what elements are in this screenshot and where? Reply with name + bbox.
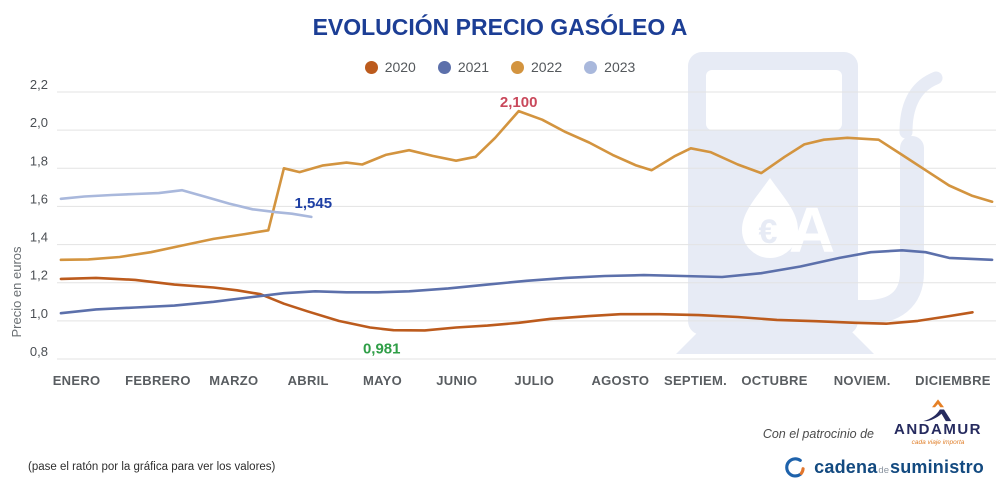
euro-symbol: €	[759, 213, 778, 251]
legend-dot	[511, 60, 524, 74]
pump-screen	[706, 70, 842, 130]
andamur-logo[interactable]: ANDAMUR cada viaje importa	[890, 398, 986, 446]
fuel-pump-watermark-icon: € A	[676, 52, 943, 354]
y-tick-label: 1,0	[30, 306, 48, 321]
gridlines	[57, 91, 996, 360]
y-tick-label: 1,4	[30, 230, 48, 245]
x-axis-labels: ENERO FEBRERO MARZO ABRIL MAYO JUNIO JULIO AGOS…	[53, 373, 991, 388]
x-tick-label: MARZO	[209, 373, 258, 388]
x-tick-label: MAYO	[363, 373, 402, 388]
series-line-2020[interactable]	[59, 276, 974, 332]
legend-label: 2020	[384, 59, 416, 75]
x-tick-label: AGOSTO	[591, 373, 649, 388]
y-tick-label: 1,6	[30, 191, 48, 206]
publisher-word-de: de	[878, 465, 889, 476]
y-axis-labels: 0,8 1,0 1,2 1,4 1,6 1,8 2,0 2,2	[30, 77, 48, 359]
legend-dot	[437, 60, 451, 74]
series-lines	[59, 109, 994, 332]
value-annotation: 2,100	[500, 94, 538, 111]
legend-label: 2023	[604, 59, 636, 75]
series-line-2022[interactable]	[59, 109, 994, 262]
x-tick-label: JULIO	[514, 373, 554, 388]
y-tick-label: 2,0	[30, 115, 48, 130]
pump-nozzle	[899, 71, 943, 139]
y-tick-label: 0,8	[30, 344, 48, 359]
gasoleo-a-letter: A	[789, 194, 835, 266]
x-tick-label: NOVIEM.	[834, 373, 891, 388]
sponsor-block: Con el patrocinio de ANDAMUR cada viaje …	[763, 398, 986, 446]
x-tick-label: OCTUBRE	[741, 373, 807, 388]
legend-item-2020[interactable]: 2020	[364, 59, 416, 75]
page-title: EVOLUCIÓN PRECIO GASÓLEO A	[312, 14, 688, 40]
series-line-2021[interactable]	[59, 249, 994, 315]
x-tick-label: JUNIO	[436, 373, 477, 388]
x-tick-label: ENERO	[53, 373, 101, 388]
y-tick-label: 1,2	[30, 268, 48, 283]
hover-hint-note: (pase el ratón por la gráfica para ver l…	[28, 461, 276, 473]
value-annotations: 2,100 1,545 0,981	[295, 94, 538, 357]
series-line-2023[interactable]	[59, 188, 313, 219]
publisher-word-suministro: suministro	[889, 457, 984, 477]
legend-dot	[364, 60, 378, 74]
legend-label: 2021	[457, 59, 489, 75]
legend-item-2022[interactable]: 2022	[511, 59, 562, 75]
value-annotation: 1,545	[295, 195, 333, 212]
sponsor-prefix-text: Con el patrocinio de	[762, 426, 874, 441]
x-tick-label: DICIEMBRE	[915, 373, 991, 388]
andamur-name: ANDAMUR	[894, 421, 982, 438]
x-tick-label: SEPTIEM.	[664, 373, 727, 388]
legend-label: 2022	[531, 59, 563, 75]
andamur-tagline: cada viaje importa	[911, 438, 965, 446]
chart-legend: 2020 2021 2022 2023	[0, 59, 1000, 75]
legend-item-2021[interactable]: 2021	[437, 59, 489, 75]
x-tick-label: FEBRERO	[125, 373, 191, 388]
y-tick-label: 1,8	[30, 153, 48, 168]
x-tick-label: ABRIL	[288, 373, 329, 388]
andamur-mark-icon	[923, 399, 952, 422]
y-tick-label: 2,2	[30, 77, 48, 92]
legend-item-2023[interactable]: 2023	[584, 59, 635, 75]
cadena-circle-icon	[785, 457, 805, 478]
publisher-logo[interactable]: cadena de suministro	[783, 456, 984, 479]
publisher-word-cadena: cadena	[814, 457, 878, 477]
pump-hose	[844, 136, 924, 324]
value-annotation: 0,981	[363, 340, 401, 357]
euro-drop-icon	[742, 178, 798, 258]
legend-dot	[584, 60, 598, 74]
